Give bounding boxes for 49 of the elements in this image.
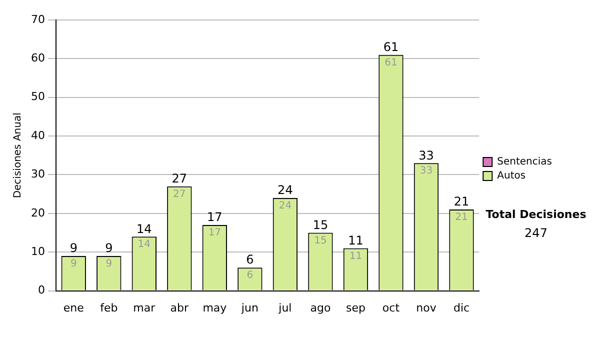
x-tick-label: ene [63, 301, 84, 314]
x-tick-label: oct [382, 301, 400, 314]
data-label: 11 [349, 250, 362, 262]
y-tick-label: 0 [38, 284, 45, 297]
data-label: 14 [138, 239, 151, 250]
x-tick-label: may [202, 301, 228, 314]
total-label: 15 [312, 218, 328, 232]
x-tick-label: jul [278, 301, 292, 314]
data-label: 27 [173, 188, 186, 200]
data-label: 6 [246, 270, 254, 282]
data-label: 15 [314, 235, 327, 246]
data-label: 17 [208, 228, 222, 239]
total-label: 61 [383, 40, 399, 54]
total-label: 17 [207, 210, 222, 224]
total-label: 21 [454, 194, 470, 209]
data-label: 9 [106, 258, 112, 270]
x-tick-label: ago [310, 301, 331, 314]
total-label: 9 [70, 241, 78, 256]
total-label: 14 [136, 222, 152, 236]
y-tick-label: 10 [30, 244, 45, 258]
data-label: 33 [420, 166, 433, 177]
legend-label: Sentencias [497, 156, 552, 168]
data-label: 9 [70, 258, 77, 270]
text: 247 [524, 226, 548, 240]
x-tick-label: nov [416, 301, 437, 314]
y-tick-label: 30 [30, 168, 45, 181]
x-tick-label: mar [133, 301, 156, 314]
legend-label: Autos [497, 170, 526, 182]
x-tick-label: sep [346, 301, 366, 314]
y-tick-label: 20 [30, 206, 45, 220]
y-tick-label: 50 [30, 90, 45, 104]
x-tick-label: feb [100, 301, 118, 314]
data-label: 21 [455, 212, 468, 224]
y-tick-label: 60 [30, 52, 45, 65]
text: Total Decisiones [486, 208, 587, 221]
total-label: 6 [246, 252, 254, 267]
x-tick-label: abr [170, 301, 190, 314]
data-label: 61 [384, 57, 398, 68]
y-tick-label: 70 [30, 12, 45, 26]
y-axis-title: Decisiones Anual [12, 112, 24, 198]
x-tick-label: jun [240, 301, 258, 314]
total-label: 27 [172, 171, 188, 186]
total-label: 9 [105, 241, 113, 256]
total-label: 24 [278, 183, 293, 198]
total-label: 33 [418, 148, 434, 162]
x-tick-label: dic [453, 301, 470, 314]
data-label: 24 [278, 200, 292, 212]
total-label: 11 [348, 233, 364, 248]
y-tick-label: 40 [30, 128, 45, 142]
